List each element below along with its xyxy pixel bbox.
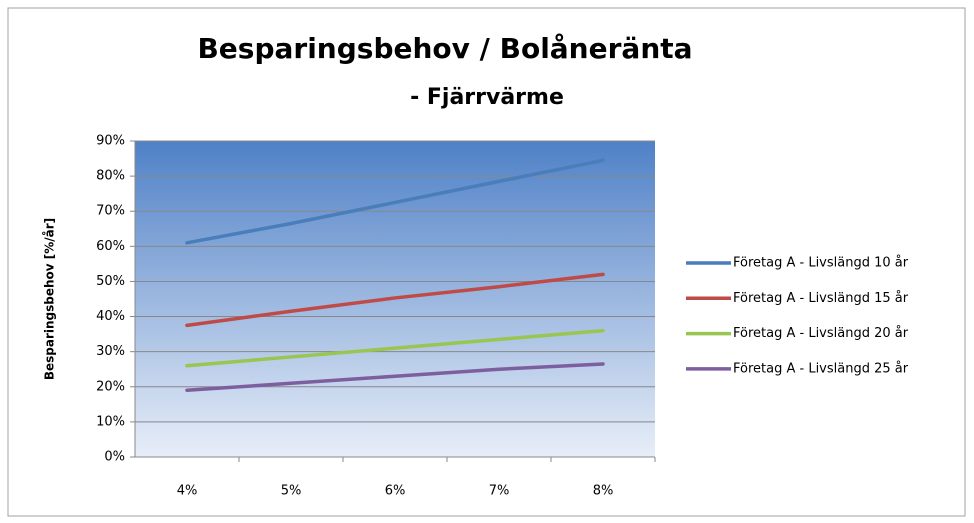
x-tick-label: 7% [489, 484, 510, 499]
y-tick-label: 80% [96, 169, 125, 184]
y-tick-label: 30% [96, 344, 125, 359]
legend-label: Företag A - Livslängd 15 år [733, 291, 909, 306]
x-tick-label: 5% [281, 484, 302, 499]
legend-label: Företag A - Livslängd 25 år [733, 361, 909, 376]
x-tick-label: 4% [177, 484, 198, 499]
y-tick-label: 20% [96, 379, 125, 394]
x-tick-label: 6% [385, 484, 406, 499]
series-line [185, 328, 605, 368]
y-tick-label: 50% [96, 274, 125, 289]
y-tick-label: 70% [96, 204, 125, 219]
y-tick-label: 40% [96, 309, 125, 324]
series-line [185, 272, 605, 328]
y-tick-label: 60% [96, 239, 125, 254]
x-tick-label: 8% [593, 484, 614, 499]
series-line [185, 362, 605, 393]
legend-label: Företag A - Livslängd 10 år [733, 256, 909, 271]
y-tick-label: 10% [96, 414, 125, 429]
chart-subtitle: - Fjärrvärme [410, 85, 564, 110]
chart-title: Besparingsbehov / Bolåneränta [197, 32, 692, 65]
legend-label: Företag A - Livslängd 20 år [733, 326, 909, 341]
series-line [185, 158, 605, 245]
y-axis-label: Besparingsbehov [%/år] [43, 218, 57, 380]
y-tick-label: 0% [104, 450, 125, 465]
y-tick-label: 90% [96, 134, 125, 149]
